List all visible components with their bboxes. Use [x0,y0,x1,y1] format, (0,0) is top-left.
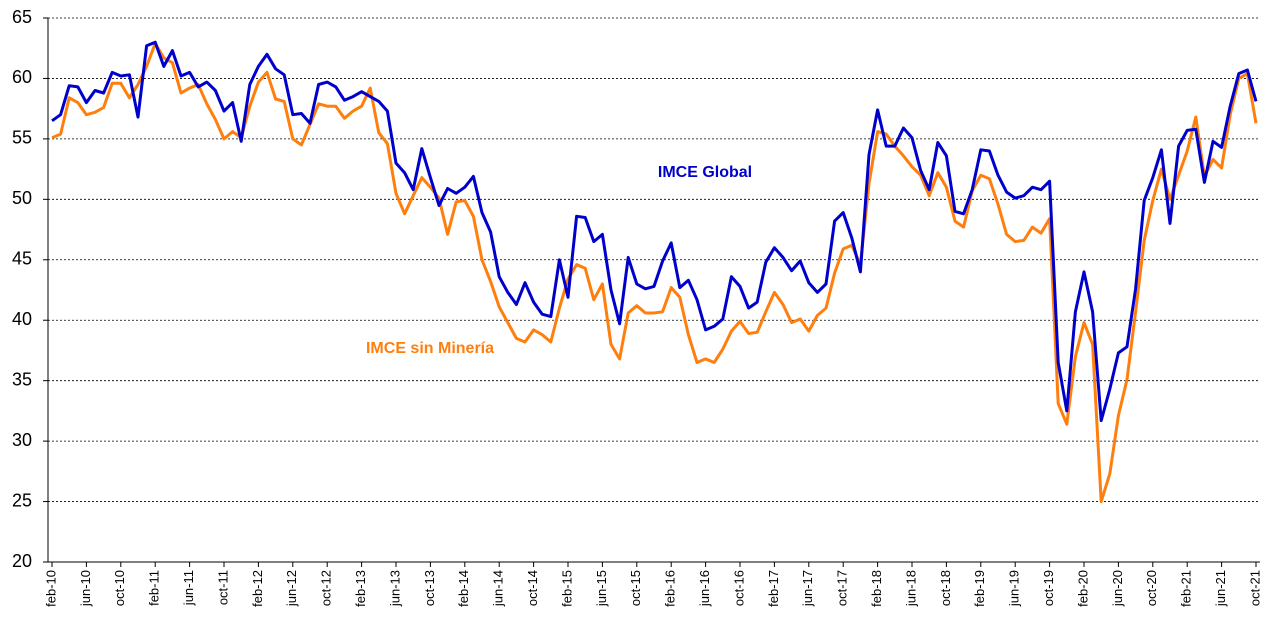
x-tick-label: feb-15 [559,570,574,607]
x-tick-label: feb-10 [43,570,58,607]
x-tick-label: feb-13 [353,570,368,607]
x-tick-label: jun-12 [284,570,299,607]
x-tick-label: feb-18 [869,570,884,607]
x-tick-label: jun-18 [903,570,918,607]
series-line [51,40,1258,423]
x-tick-label: oct-15 [628,570,643,606]
x-tick-label: oct-17 [835,570,850,606]
x-tick-label: feb-21 [1179,570,1194,607]
y-tick-label: 45 [12,249,32,269]
x-tick-label: jun-10 [78,570,93,607]
x-tick-label: oct-14 [525,570,540,606]
x-tick-label: jun-13 [387,570,402,607]
x-tick-label: feb-19 [972,570,987,607]
series-line [51,41,1258,504]
x-tick-label: jun-21 [1213,570,1228,607]
series-label: IMCE Global [658,164,752,181]
x-tick-label: oct-13 [422,570,437,606]
x-tick-label: feb-14 [456,570,471,607]
x-tick-label: oct-12 [319,570,334,606]
x-tick-label: feb-17 [766,570,781,607]
y-tick-label: 20 [12,551,32,571]
x-tick-label: feb-11 [147,570,162,606]
series-label: IMCE sin Minería [366,340,494,357]
x-tick-label: feb-12 [250,570,265,607]
x-tick-label: jun-17 [800,570,815,607]
x-tick-label: oct-20 [1144,570,1159,606]
x-tick-label: jun-16 [697,570,712,607]
y-tick-label: 35 [12,369,32,389]
x-tick-label: feb-20 [1075,570,1090,607]
y-tick-label: 65 [12,7,32,27]
y-tick-label: 55 [12,128,32,148]
x-tick-label: oct-11 [215,570,230,605]
x-tick-label: jun-20 [1110,570,1125,607]
x-tick-label: jun-15 [594,570,609,607]
x-tick-label: oct-10 [112,570,127,606]
x-tick-label: jun-14 [491,570,506,607]
y-tick-label: 30 [12,430,32,450]
y-tick-label: 60 [12,67,32,87]
y-tick-label: 25 [12,490,32,510]
x-tick-label: jun-19 [1007,570,1022,607]
y-tick-label: 40 [12,309,32,329]
x-tick-label: feb-16 [663,570,678,607]
x-tick-label: oct-16 [731,570,746,606]
x-tick-label: jun-11 [181,570,196,606]
x-tick-label: oct-19 [1041,570,1056,606]
x-tick-label: oct-18 [938,570,953,606]
x-tick-label: oct-21 [1247,570,1262,606]
y-tick-label: 50 [12,188,32,208]
